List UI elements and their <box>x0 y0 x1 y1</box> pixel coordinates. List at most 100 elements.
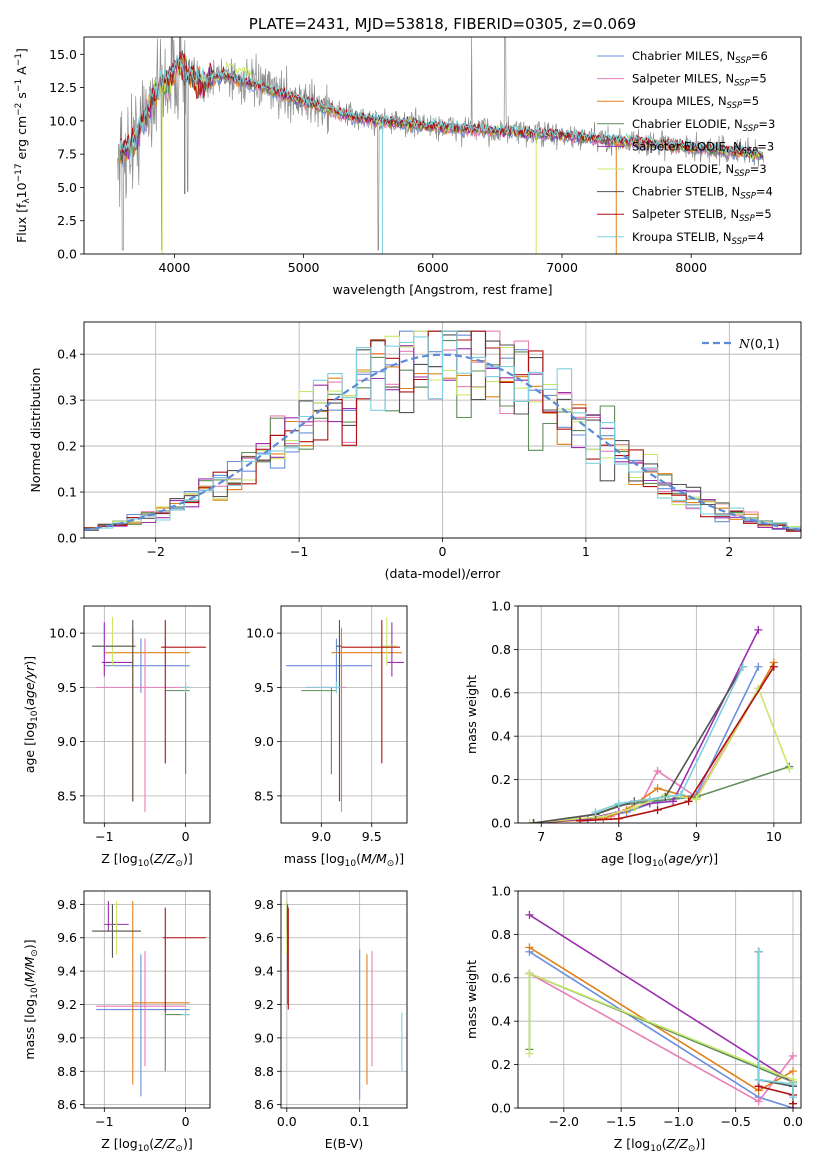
y-axis-label: Flux [fλ10−17 erg cm−2 s−1 A−1] <box>14 48 32 243</box>
weight-marker <box>684 797 693 806</box>
weight-marker <box>653 784 662 793</box>
legend-entry: N(0,1) <box>738 336 780 351</box>
error-bar-point <box>331 627 402 802</box>
x-tick-label: 1 <box>582 544 590 559</box>
legend: N(0,1) <box>702 336 780 351</box>
weight-marker <box>769 662 778 671</box>
weight-series <box>525 969 797 1106</box>
x-tick-label: −1.0 <box>663 1114 693 1129</box>
x-axis-label: Z [log10(Z/Z⊙)] <box>101 851 192 869</box>
weight-series <box>591 662 747 817</box>
x-tick-label: 8000 <box>675 260 707 275</box>
y-tick-label: 10.0 <box>246 626 274 641</box>
weight-marker <box>788 1093 797 1102</box>
x-tick-label: −1 <box>95 829 113 844</box>
weight-marker <box>525 943 534 952</box>
weight-marker <box>669 797 678 806</box>
y-tick-label: 10.0 <box>49 626 77 641</box>
x-tick-label: −1 <box>95 1114 113 1129</box>
x-axis-label: wavelength [Angstrom, rest frame] <box>332 282 552 297</box>
weight-line <box>533 666 744 823</box>
x-tick-label: 6000 <box>417 260 449 275</box>
y-axis-label: mass weight <box>464 675 479 754</box>
x-tick-label: 7 <box>537 829 545 844</box>
x-tick-label: 0 <box>182 1114 190 1129</box>
error-bar-point <box>101 622 133 677</box>
error-bar-point <box>96 954 190 1097</box>
weight-vs-age-axes: 7 8 9 10 0.0 0.2 0.4 0.6 0.8 1.0 age [log10(age/yr… <box>464 599 802 869</box>
model-spectrum-line <box>119 57 764 161</box>
x-tick-label: 0 <box>439 544 447 559</box>
error-bar-point <box>181 1011 190 1018</box>
weight-marker <box>676 790 685 799</box>
weight-series <box>525 910 797 1091</box>
weight-marker <box>525 969 534 978</box>
y-axis-label-group: age [log10(age/yr)] <box>22 656 40 773</box>
weight-series <box>525 943 797 1095</box>
y-tick-label: 9.5 <box>254 680 274 695</box>
weight-marker <box>738 662 747 671</box>
legend-entry: Salpeter MILES, NSSP=5 <box>632 72 767 89</box>
y-tick-label: 0.8 <box>491 927 511 942</box>
legend-entry: Chabrier STELIB, NSSP=4 <box>632 185 773 202</box>
y-tick-label: 0.3 <box>57 393 77 408</box>
weight-series <box>754 947 797 1102</box>
weight-marker <box>754 947 763 956</box>
x-tick-label: −0.5 <box>721 1114 751 1129</box>
error-bar-point <box>381 616 397 666</box>
y-tick-label: 9.6 <box>57 930 77 945</box>
legend-entry: Chabrier MILES, NSSP=6 <box>632 49 768 66</box>
y-tick-label: 7.5 <box>57 147 77 162</box>
axes-frame <box>280 605 408 824</box>
y-tick-label: 8.8 <box>254 1064 274 1079</box>
weight-marker <box>754 662 763 671</box>
x-axis-label: E(B-V) <box>325 1136 364 1151</box>
x-tick-label: −1.5 <box>606 1114 636 1129</box>
error-bar-point <box>162 907 206 1013</box>
x-tick-label: 10 <box>766 829 782 844</box>
y-tick-label: 9.4 <box>254 964 274 979</box>
weight-marker <box>529 819 538 823</box>
x-tick-label: 0.0 <box>783 1114 803 1129</box>
age-vs-mass-plot-area <box>286 616 404 813</box>
y-tick-label: 0.8 <box>491 642 511 657</box>
error-bar-point <box>341 620 400 764</box>
weight-marker <box>692 795 701 804</box>
model-spectrum-line <box>119 55 764 158</box>
y-tick-label: 10.0 <box>49 113 77 128</box>
weight-marker <box>653 766 662 775</box>
weight-marker <box>653 805 662 814</box>
y-tick-label: 5.0 <box>57 180 77 195</box>
legend-entry: Kroupa ELODIE, NSSP=3 <box>632 162 767 179</box>
x-tick-label: 2 <box>725 544 733 559</box>
y-tick-label: 0.6 <box>491 970 511 985</box>
mass-vs-EBV-axes: 0.0 0.1 8.6 8.8 9.0 9.2 9.4 9.6 9.8 <box>254 890 408 1129</box>
error-bar-point <box>92 904 141 958</box>
axes-frame <box>517 605 802 824</box>
weight-marker <box>754 1097 763 1106</box>
axes-frame <box>517 890 802 1109</box>
weight-marker <box>525 1049 534 1058</box>
y-tick-label: 9.0 <box>57 734 77 749</box>
y-axis-label-group: Flux [fλ10−17 erg cm−2 s−1 A−1] <box>14 48 32 243</box>
y-tick-label: 2.5 <box>57 213 77 228</box>
weight-marker <box>754 625 763 634</box>
error-bar-point <box>96 951 186 1067</box>
y-tick-label: 0.4 <box>491 729 511 744</box>
error-bar-point <box>336 620 342 802</box>
weight-marker <box>645 795 654 804</box>
weight-marker <box>591 808 600 817</box>
y-tick-label: 9.2 <box>57 997 77 1012</box>
y-tick-label: 0.4 <box>491 1014 511 1029</box>
x-axis-label: mass [log10(M/M⊙)] <box>284 851 404 869</box>
weight-marker <box>614 799 623 808</box>
weight-vs-Z-plot-area <box>525 910 797 1108</box>
x-tick-label: 7000 <box>546 260 578 275</box>
mass-vs-EBV-plot-area <box>286 901 403 1100</box>
x-tick-label: 0 <box>182 829 190 844</box>
y-tick-label: 8.5 <box>57 788 77 803</box>
weight-line <box>529 972 794 1103</box>
error-bar-point <box>92 620 136 802</box>
y-tick-label: 9.0 <box>57 1030 77 1045</box>
y-tick-label: 0.0 <box>57 247 77 262</box>
